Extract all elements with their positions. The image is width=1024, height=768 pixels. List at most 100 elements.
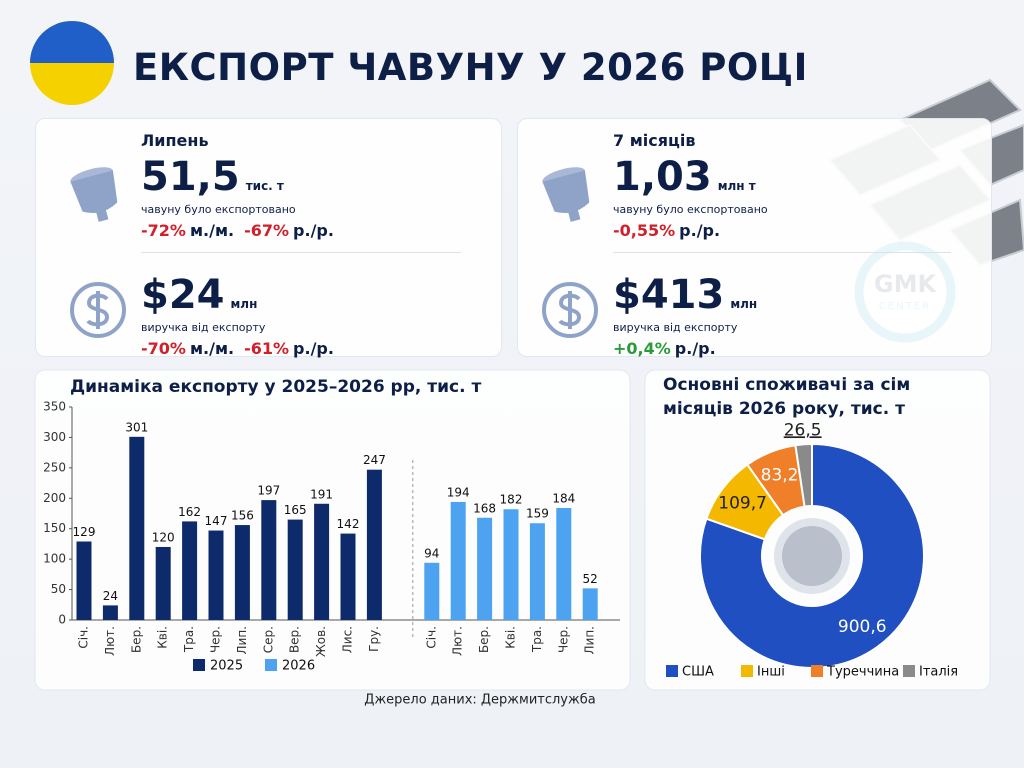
legend-swatch (903, 665, 915, 677)
x-tick-label: Січ. (77, 626, 91, 649)
changes: -72% м./м. -67% р./р. (141, 221, 344, 240)
y-tick-label: 350 (43, 400, 66, 414)
value: $413 (613, 272, 725, 318)
bar (208, 530, 224, 620)
legend-swatch (666, 665, 678, 677)
y-tick-label: 250 (43, 460, 66, 474)
x-tick-label: Бер. (129, 626, 143, 653)
x-tick-label: Чер. (556, 626, 570, 653)
x-tick-label: Лис. (341, 626, 355, 653)
change-label: р./р. (293, 339, 334, 358)
caption: чавуну було експортовано (141, 203, 296, 216)
kpi-card: Липень 51,5 тис. т чавуну було експортовано… (35, 118, 502, 358)
change-label: р./р. (293, 221, 334, 240)
change-value: -70% (141, 339, 186, 358)
y-tick-label: 100 (43, 552, 66, 566)
changes: -0,55% р./р. (613, 221, 730, 240)
x-tick-label: Вер. (288, 626, 302, 653)
y-tick-label: 0 (58, 613, 66, 627)
value-label: 247 (363, 453, 386, 467)
y-tick-label: 200 (43, 491, 66, 505)
bar (340, 533, 356, 620)
x-tick-label: Жов. (314, 626, 328, 657)
value-label: 109,7 (718, 494, 767, 514)
caption: виручка від експорту (613, 321, 738, 334)
kpi-value: 1,03 млн т (613, 155, 756, 208)
bar (450, 501, 466, 620)
bar (424, 562, 440, 620)
x-tick-label: Січ. (424, 626, 438, 649)
value-label: 191 (310, 487, 333, 501)
value-label: 24 (103, 589, 118, 603)
x-tick-label: Кві. (504, 626, 518, 649)
dollar-icon (542, 282, 598, 338)
period: 7 місяців (613, 131, 696, 150)
value-label: 52 (583, 572, 598, 586)
x-tick-label: Лип. (235, 626, 249, 654)
bar (76, 541, 92, 620)
chart-title: Динаміка експорту у 2025–2026 рр, тис. т (70, 377, 481, 397)
value-label: 194 (447, 485, 470, 499)
value-label: 129 (73, 525, 96, 539)
value-label: 162 (178, 505, 201, 519)
unit: млн (730, 297, 758, 311)
unit: тис. т (245, 179, 284, 193)
legend-label: США (682, 665, 714, 680)
change-value: +0,4% (613, 339, 671, 358)
x-tick-label: Лип. (583, 626, 597, 654)
divider (613, 252, 951, 253)
legend-label: Інші (757, 665, 785, 680)
x-tick-label: Лют. (451, 626, 465, 656)
legend-label: 2025 (210, 659, 243, 674)
source: Джерело даних: Держмитслужба (364, 693, 595, 708)
value-label: 168 (473, 501, 496, 515)
change-label: м./м. (189, 339, 235, 358)
bar (529, 523, 545, 620)
globe-inner (782, 526, 842, 586)
x-tick-label: Гру. (367, 626, 381, 652)
value-label: 26,5 (784, 420, 822, 440)
donut-slice (794, 442, 813, 508)
bar (366, 469, 382, 620)
bar (261, 500, 277, 620)
value-label: 142 (337, 517, 360, 531)
bar (582, 588, 598, 620)
changes: -70% м./м. -61% р./р. (141, 339, 344, 358)
y-tick-label: 50 (51, 582, 66, 596)
value-label: 120 (152, 530, 175, 544)
x-tick-label: Чер. (209, 626, 223, 653)
bar (155, 546, 171, 620)
change-label: м./м. (189, 221, 235, 240)
legend-swatch (811, 665, 823, 677)
value-label: 900,6 (838, 617, 887, 637)
value: 51,5 (141, 154, 240, 200)
value: 1,03 (613, 154, 712, 200)
x-tick-label: Бер. (477, 626, 491, 653)
value-label: 159 (526, 507, 549, 521)
x-tick-label: Тра. (182, 626, 196, 653)
page-title: ЕКСПОРТ ЧАВУНУ У 2026 РОЦІ (133, 46, 808, 89)
bar (556, 508, 572, 620)
kpi-card: 7 місяців 1,03 млн т чавуну було експортова… (517, 118, 992, 358)
kpi-value: 51,5 тис. т (141, 155, 284, 208)
change-label: р./р. (674, 339, 716, 358)
x-tick-label: Сер. (261, 626, 275, 653)
value: $24 (141, 272, 225, 318)
ladle-icon (70, 167, 118, 222)
change-label: р./р. (679, 221, 721, 240)
caption: чавуну було експортовано (613, 203, 768, 216)
unit: млн (230, 297, 258, 311)
value-label: 94 (424, 546, 439, 560)
value-label: 184 (552, 492, 575, 506)
bar (102, 605, 118, 620)
kpi-value: $24 млн (141, 273, 257, 326)
value-label: 83,2 (761, 465, 799, 485)
changes: +0,4% р./р. (613, 339, 726, 358)
bar (129, 436, 145, 620)
kpi-value: $413 млн (613, 273, 757, 326)
ladle-icon (542, 167, 590, 222)
bar (314, 503, 330, 620)
x-tick-label: Тра. (530, 626, 544, 653)
